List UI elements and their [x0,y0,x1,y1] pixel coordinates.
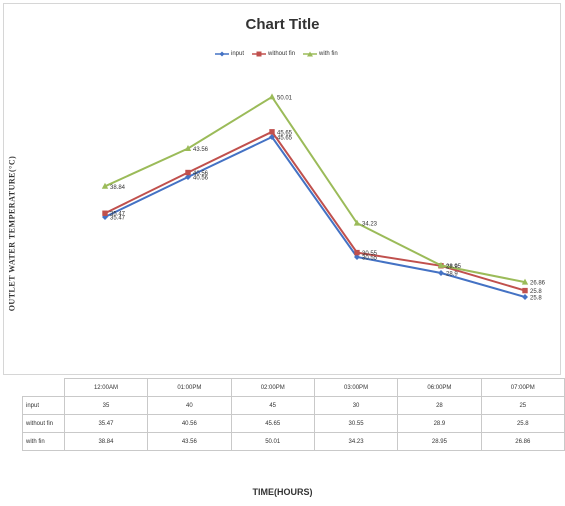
chart-frame [3,3,561,375]
table-cell: 28.9 [397,414,482,433]
table-cell: 40 [147,396,232,415]
data-label-input: 35.47 [110,216,126,222]
data-label-with-fin: 34.23 [362,222,378,228]
table-row-label: without fin [22,414,65,433]
data-label-with-fin: 43.56 [193,147,209,153]
chart-title: Chart Title [245,16,320,33]
table-cell: 35.47 [63,414,149,433]
data-point-input [522,294,528,300]
table-cell: 26.86 [480,432,565,451]
data-label-input: 30.55 [362,256,378,262]
data-point-with-fin [353,219,361,226]
data-point-without-fin [354,249,360,256]
table-cell: 45 [230,396,315,415]
legend-label-input: input [231,51,245,57]
table-cell: 30 [313,396,399,415]
data-point-without-fin [269,129,275,135]
table-header-cell: 12:00AM [63,378,149,397]
data-label-input: 40.56 [193,176,209,182]
data-label-without-fin: 35.47 [110,212,126,218]
table-cell: 25.8 [480,414,565,433]
data-label-input: 28.9 [446,272,458,278]
table-row: with fin 38.84 43.56 50.01 34.23 28.95 2… [22,432,565,451]
table-header-row: 12:00AM 01:00PM 02:00PM 03:00PM 06:00PM … [22,378,565,397]
legend-label-without-fin: without fin [268,51,296,57]
data-label-with-fin: 28.95 [446,264,462,270]
data-label-with-fin: 26.86 [530,281,546,287]
legend: input without fin with fin [215,51,375,57]
table-header-cell: 03:00PM [313,378,399,397]
data-label-without-fin: 25.8 [530,289,542,295]
data-point-with-fin [268,93,276,100]
legend-item-without-fin: without fin [252,51,295,57]
table-cell: 35 [63,396,149,415]
table-cell: 28 [397,396,482,415]
data-point-input [438,270,444,276]
table-cell: 38.84 [63,432,149,451]
legend-label-with-fin: with fin [319,51,338,57]
data-point-without-fin [522,287,528,294]
table-cell: 34.23 [313,432,399,451]
data-point-without-fin [102,210,108,216]
data-point-with-fin [184,145,192,152]
data-label-input: 45.65 [277,136,293,142]
table-cell: 28.95 [397,432,482,451]
data-label-without-fin: 30.55 [362,251,378,257]
data-label-without-fin: 45.65 [277,130,293,136]
table-row: input 35 40 45 30 28 25 [22,396,565,415]
legend-item-input: input [215,51,244,57]
data-point-without-fin [185,169,191,176]
table-header-cell: 01:00PM [147,378,232,397]
data-point-with-fin [101,182,109,189]
table-row-label: with fin [22,432,65,451]
data-label-with-fin: 38.84 [110,185,126,191]
series-line-without-fin [104,130,526,292]
x-axis-label: TIME(HOURS) [252,487,313,497]
legend-item-with-fin: with fin [303,51,338,57]
data-label-with-fin: 50.01 [277,95,293,101]
legend-marker-without-fin [252,51,267,57]
table-row-label: input [22,396,65,415]
data-table: 12:00AM 01:00PM 02:00PM 03:00PM 06:00PM … [22,378,565,451]
table-row: without fin 35.47 40.56 45.65 30.55 28.9… [22,414,565,433]
table-cell: 30.55 [313,414,399,433]
data-point-with-fin [437,261,445,268]
table-header-cell: 07:00PM [480,378,565,397]
legend-marker-with-fin [303,51,318,57]
table-cell: 50.01 [230,432,315,451]
table-header-cell: 02:00PM [230,378,315,397]
data-label-input: 25.8 [530,296,542,302]
table-cell: 25 [480,396,565,415]
series-line-input [104,135,526,298]
series-line-with-fin [104,95,526,284]
data-point-with-fin [521,278,529,285]
legend-marker-input [215,51,229,57]
table-cell: 43.56 [147,432,232,451]
table-cell: 40.56 [147,414,232,433]
data-point-input [185,174,191,180]
data-point-input [354,254,360,260]
table-corner [22,378,65,397]
table-cell: 45.65 [230,414,315,433]
table-header-cell: 06:00PM [397,378,482,397]
data-label-without-fin: 40.56 [193,171,209,177]
